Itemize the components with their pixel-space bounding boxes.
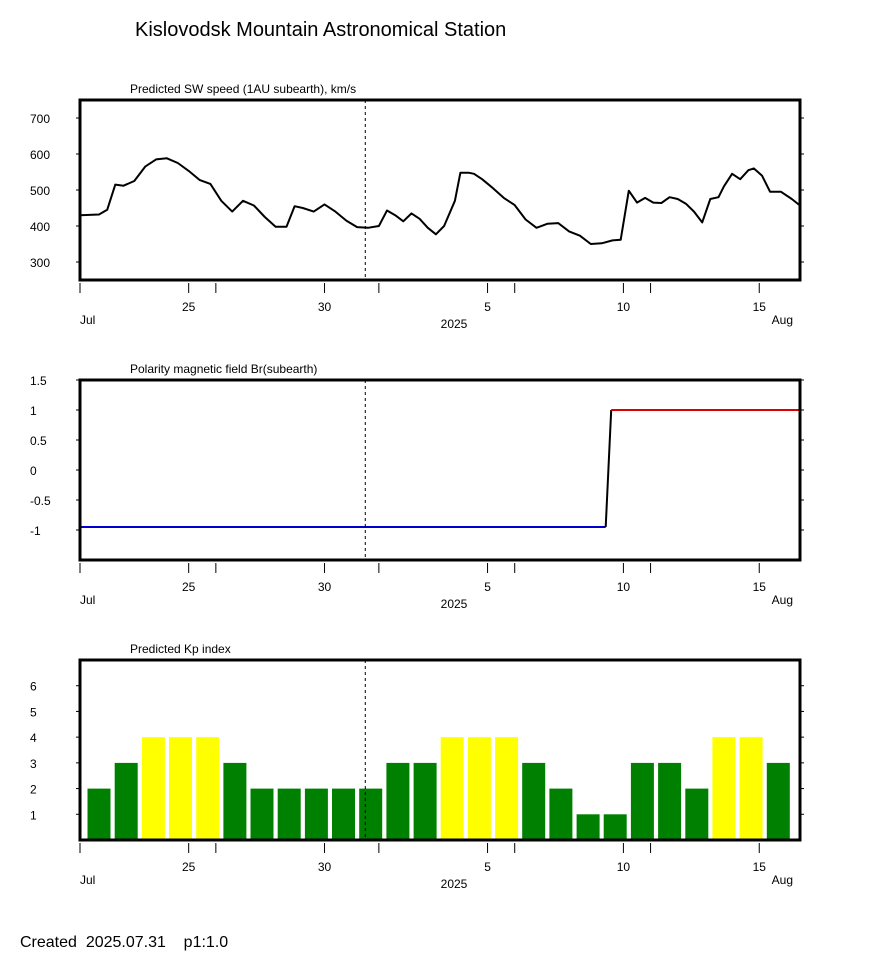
kp-bar [359, 788, 383, 840]
kp-bar [576, 814, 600, 840]
y-tick-label: 500 [30, 184, 50, 198]
y-tick-label: 4 [30, 731, 37, 745]
x-tick-label: 5 [484, 580, 491, 594]
year-label: 2025 [441, 877, 468, 891]
month-label-left: Jul [80, 593, 95, 607]
kp-bar [766, 762, 790, 840]
year-label: 2025 [441, 317, 468, 331]
y-tick-label: 1 [30, 808, 37, 822]
x-tick-label: 10 [617, 860, 631, 874]
x-tick-label: 5 [484, 860, 491, 874]
created-date: 2025.07.31 [85, 934, 166, 951]
x-tick-label: 30 [318, 860, 332, 874]
page-title: Kislovodsk Mountain Astronomical Station [135, 19, 507, 41]
kp-bar [658, 762, 682, 840]
created-label: Created [20, 934, 77, 951]
y-tick-label: 2 [30, 783, 37, 797]
y-tick-label: 1 [30, 404, 37, 418]
month-label-right: Aug [772, 313, 793, 327]
x-tick-label: 30 [318, 580, 332, 594]
kp-bar [141, 737, 165, 840]
panel-title-3: Predicted Kp index [130, 642, 231, 656]
kp-bar [467, 737, 491, 840]
created-footer: Created 2025.07.31 p1:1.0 [20, 934, 228, 952]
y-tick-label: -1 [30, 524, 41, 538]
month-label-right: Aug [772, 873, 793, 887]
kp-bar [522, 762, 546, 840]
kp-bar [87, 788, 111, 840]
y-tick-label: 1.5 [30, 374, 47, 388]
kp-bar [712, 737, 736, 840]
x-tick-label: 25 [182, 860, 196, 874]
kp-bar [304, 788, 328, 840]
x-tick-label: 15 [753, 580, 767, 594]
kp-bar [332, 788, 355, 840]
x-tick-label: 15 [753, 300, 767, 314]
y-tick-label: 6 [30, 680, 37, 694]
kp-bar [495, 737, 519, 840]
y-tick-label: 600 [30, 148, 50, 162]
y-tick-label: -0.5 [30, 494, 51, 508]
panel-title-2: Polarity magnetic field Br(subearth) [130, 362, 317, 376]
plot-frame-3 [78, 658, 802, 842]
month-label-left: Jul [80, 873, 95, 887]
kp-bar [549, 788, 573, 840]
plot-frame-1 [78, 98, 802, 282]
kp-bar [630, 762, 654, 840]
x-tick-label: 25 [182, 580, 196, 594]
y-tick-label: 300 [30, 256, 50, 270]
kp-bar [250, 788, 274, 840]
plot-frame-2 [78, 378, 802, 562]
y-tick-label: 0.5 [30, 434, 47, 448]
x-tick-label: 10 [617, 300, 631, 314]
kp-bar [413, 762, 437, 840]
month-label-left: Jul [80, 313, 95, 327]
x-tick-label: 25 [182, 300, 196, 314]
x-tick-label: 10 [617, 580, 631, 594]
x-tick-label: 15 [753, 860, 767, 874]
kp-bar [386, 762, 410, 840]
kp-bar [440, 737, 464, 840]
kp-bar [603, 814, 627, 840]
kp-bar [223, 762, 247, 840]
y-tick-label: 3 [30, 757, 37, 771]
y-tick-label: 400 [30, 220, 50, 234]
series-line-1-1 [79, 157, 801, 245]
page-code: p1:1.0 [183, 934, 229, 951]
y-tick-label: 5 [30, 705, 37, 719]
kp-bar [739, 737, 763, 840]
y-tick-label: 0 [30, 464, 37, 478]
y-tick-label: 700 [30, 112, 50, 126]
kp-bar [685, 788, 709, 840]
x-tick-label: 5 [484, 300, 491, 314]
x-tick-label: 30 [318, 300, 332, 314]
series-line-2-2 [604, 409, 613, 528]
kp-bar [114, 762, 138, 840]
year-label: 2025 [441, 597, 468, 611]
panel-title-1: Predicted SW speed (1AU subearth), km/s [130, 82, 356, 96]
kp-bar [277, 788, 301, 840]
kp-bar [196, 737, 220, 840]
kp-bar [169, 737, 192, 840]
month-label-right: Aug [772, 593, 793, 607]
